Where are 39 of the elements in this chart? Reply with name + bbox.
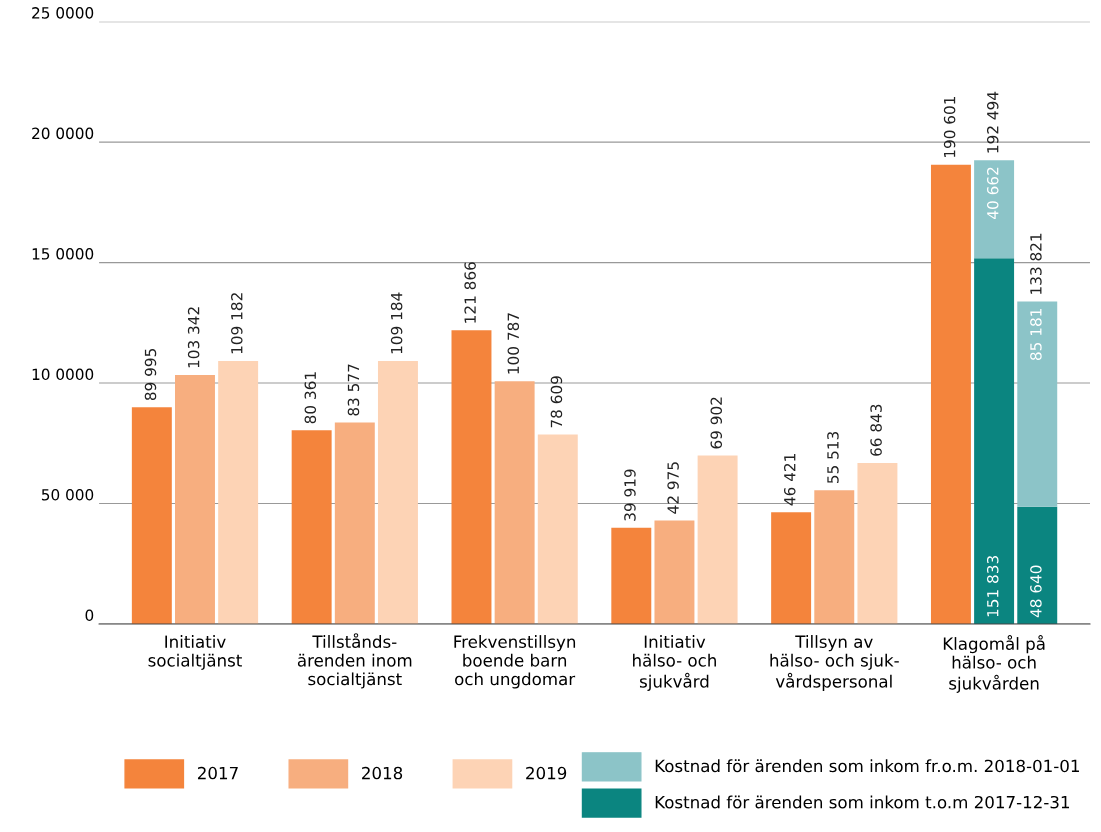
legend-label: Kostnad för ärenden som inkom t.o.m 2017-12-31 <box>655 795 1069 809</box>
data-label: 121 866 <box>464 262 476 323</box>
y-tick-label: 50 000 <box>41 489 94 501</box>
x-tick-label: Initiativ socialtjänst <box>148 635 242 670</box>
data-label: 48 640 <box>1030 565 1042 618</box>
data-label: 46 421 <box>784 454 796 506</box>
y-tick-label: 15 0000 <box>32 248 94 260</box>
legend-label: 2017 <box>197 766 238 780</box>
legend-label: 2019 <box>526 766 567 780</box>
data-label: 55 513 <box>827 431 839 484</box>
x-tick-label: Tillsyn av hälso- och sjuk- vårdspersonal <box>770 635 899 691</box>
data-label: 109 182 <box>231 293 243 354</box>
y-tick-label: 0 <box>85 609 94 622</box>
data-label: 100 787 <box>507 313 520 374</box>
legend-label: Kostnad för ärenden som inkom fr.o.m. 2018-01-01 <box>655 759 1079 773</box>
data-label: 89 995 <box>144 349 157 401</box>
data-label: 109 184 <box>390 292 403 354</box>
data-label: 78 609 <box>550 376 563 428</box>
data-label: 69 902 <box>710 397 723 449</box>
data-label: 85 181 <box>1030 309 1042 361</box>
data-label: 40 662 <box>986 167 999 219</box>
data-label: 66 843 <box>870 404 882 456</box>
y-tick-label: 10 0000 <box>32 368 94 381</box>
data-label: 83 577 <box>347 364 360 416</box>
data-label: 42 975 <box>667 462 679 514</box>
data-label: 39 919 <box>624 469 636 521</box>
x-tick-label: Frekvenstillsyn boende barn och ungdomar <box>454 635 576 689</box>
legend-label: 2018 <box>362 766 403 780</box>
annotation: 192 494 <box>986 91 999 153</box>
x-tick-label: Initiativ hälso- och sjukvård <box>633 635 716 691</box>
y-tick-label: 20 0000 <box>32 127 94 140</box>
data-label: 151 833 <box>986 556 999 617</box>
x-tick-label: Tillstånds- ärenden inom socialtjänst <box>297 633 412 689</box>
data-label: 80 361 <box>304 372 317 424</box>
data-label: 190 601 <box>943 96 956 158</box>
data-label: 103 342 <box>187 307 200 368</box>
y-tick-label: 25 0000 <box>32 7 94 19</box>
annotation: 133 821 <box>1030 233 1042 294</box>
x-tick-label: Klagomål på hälso- och sjukvården <box>943 635 1045 693</box>
